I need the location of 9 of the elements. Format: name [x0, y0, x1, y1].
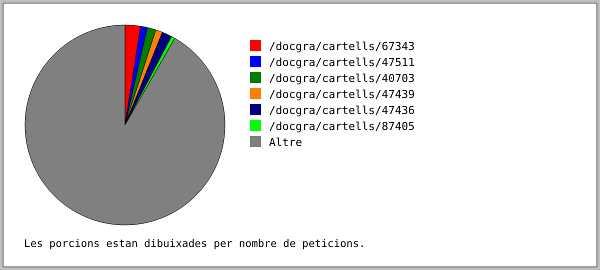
- legend-label: /docgra/cartells/87405: [269, 120, 415, 133]
- legend-label: /docgra/cartells/47439: [269, 88, 415, 101]
- pie-slice: [24, 24, 226, 226]
- legend-label: /docgra/cartells/47436: [269, 104, 415, 117]
- legend-label: /docgra/cartells/67343: [269, 40, 415, 53]
- legend-label: /docgra/cartells/47511: [269, 56, 415, 69]
- legend-label: Altre: [269, 136, 302, 149]
- legend-label: /docgra/cartells/40703: [269, 72, 415, 85]
- text: Les porcions estan dibuixades per nombre de peticions.: [24, 238, 366, 250]
